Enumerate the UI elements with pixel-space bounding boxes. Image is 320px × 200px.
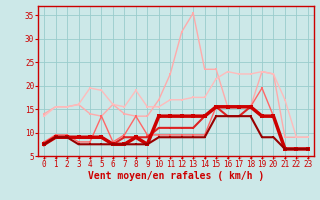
X-axis label: Vent moyen/en rafales ( km/h ): Vent moyen/en rafales ( km/h ): [88, 171, 264, 181]
